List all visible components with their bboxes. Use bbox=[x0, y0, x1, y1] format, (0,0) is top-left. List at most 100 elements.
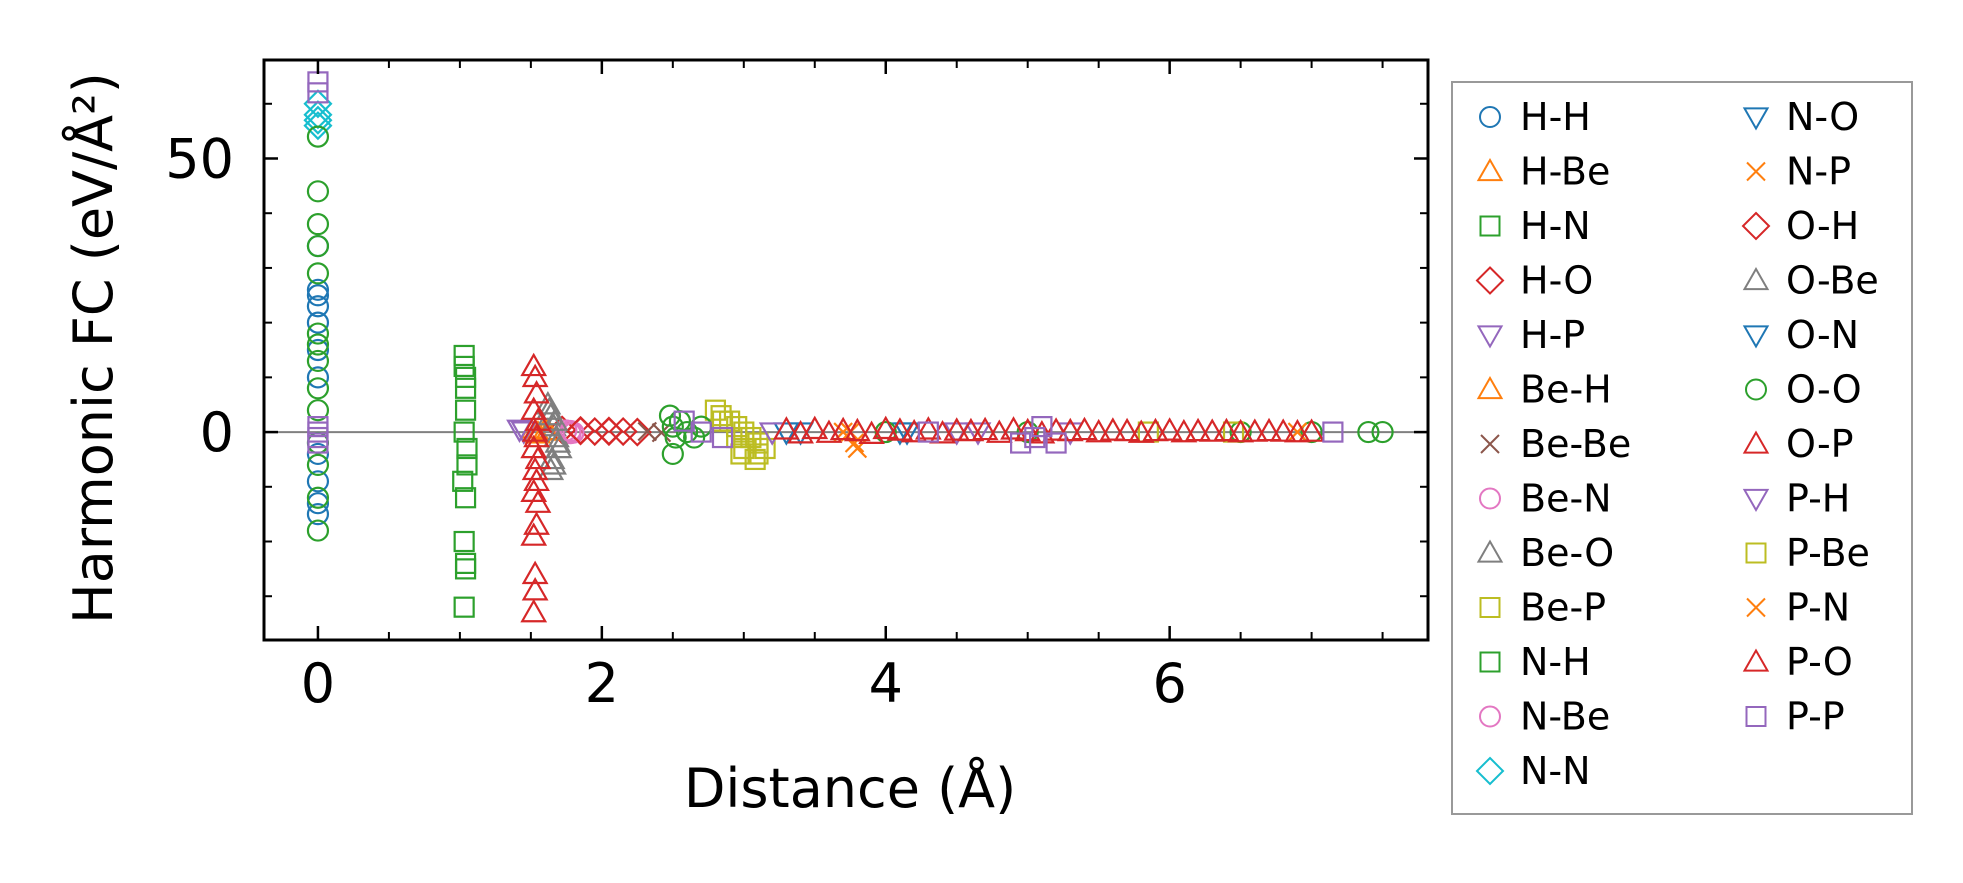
data-point bbox=[306, 377, 330, 400]
legend-item: O-N bbox=[1742, 313, 1859, 357]
data-point bbox=[306, 311, 330, 334]
series-P-O bbox=[772, 415, 1325, 444]
data-point bbox=[744, 448, 766, 471]
data-point bbox=[1009, 432, 1032, 454]
legend-item: N-Be bbox=[1479, 695, 1610, 739]
legend-marker bbox=[1476, 325, 1504, 349]
plot-area bbox=[264, 71, 1428, 623]
legend-marker bbox=[1479, 106, 1501, 128]
axes: 0 2 4 6 0 50 bbox=[165, 58, 1430, 715]
data-point bbox=[843, 417, 871, 442]
data-point bbox=[1071, 416, 1098, 441]
y-tick-label: 0 bbox=[200, 401, 234, 464]
data-point bbox=[726, 426, 748, 449]
data-point bbox=[307, 432, 329, 454]
data-point bbox=[1056, 417, 1084, 442]
x-tick-label: 4 bbox=[869, 652, 903, 715]
data-point bbox=[580, 416, 610, 447]
data-point bbox=[943, 417, 971, 441]
legend-label: P-H bbox=[1786, 477, 1850, 521]
data-point bbox=[306, 519, 330, 542]
legend-marker bbox=[1476, 539, 1504, 563]
series-P-P bbox=[307, 71, 1344, 454]
legend-marker bbox=[1745, 706, 1767, 727]
data-point bbox=[733, 421, 755, 443]
data-point bbox=[306, 349, 330, 373]
legend-item: N-P bbox=[1746, 150, 1851, 194]
data-point bbox=[964, 422, 992, 446]
legend-label: N-Be bbox=[1520, 695, 1610, 739]
data-point bbox=[520, 522, 548, 546]
legend-label: H-Be bbox=[1520, 150, 1610, 194]
legend-marker bbox=[1480, 434, 1500, 454]
legend-marker bbox=[1742, 107, 1770, 131]
series-O-H bbox=[565, 415, 624, 446]
legend-item: O-Be bbox=[1742, 259, 1879, 303]
data-point bbox=[453, 344, 475, 367]
legend-label: P-O bbox=[1786, 640, 1853, 684]
data-point bbox=[454, 487, 477, 509]
legend-item: P-H bbox=[1742, 477, 1850, 521]
series-H-N bbox=[453, 344, 478, 618]
data-point bbox=[1142, 417, 1169, 442]
legend-item: P-N bbox=[1746, 586, 1850, 630]
data-point bbox=[1085, 418, 1113, 443]
data-point bbox=[1287, 422, 1308, 442]
data-point bbox=[306, 503, 330, 526]
data-point bbox=[622, 417, 652, 447]
legend-marker bbox=[1742, 325, 1770, 349]
data-point bbox=[521, 577, 549, 601]
data-point bbox=[1322, 421, 1344, 443]
data-point bbox=[544, 429, 572, 453]
x-axis-label: Distance (Å) bbox=[684, 756, 1016, 820]
data-point bbox=[306, 338, 330, 362]
legend-marker bbox=[1479, 215, 1501, 237]
legend-item: O-O bbox=[1745, 368, 1862, 412]
data-point bbox=[307, 82, 329, 104]
legend-item: O-P bbox=[1742, 422, 1854, 466]
data-point bbox=[733, 437, 755, 460]
data-point bbox=[454, 366, 477, 388]
data-point bbox=[452, 470, 474, 492]
data-point bbox=[545, 434, 573, 459]
data-point bbox=[801, 415, 829, 440]
legend-item: H-O bbox=[1475, 259, 1593, 303]
legend-label: P-N bbox=[1786, 586, 1850, 630]
legend-item: O-H bbox=[1741, 204, 1859, 248]
data-point bbox=[1198, 418, 1226, 442]
legend-label: O-P bbox=[1786, 422, 1854, 466]
data-point bbox=[523, 467, 550, 492]
data-point bbox=[541, 407, 569, 431]
y-axis-label: Harmonic FC (eV/Å²) bbox=[61, 72, 125, 624]
data-point bbox=[1170, 418, 1198, 443]
series-O-P bbox=[520, 352, 552, 623]
legend-label: N-N bbox=[1520, 749, 1591, 793]
legend-marker bbox=[1475, 756, 1505, 786]
data-point bbox=[306, 213, 330, 236]
data-point bbox=[957, 417, 985, 442]
legend-item: P-Be bbox=[1745, 531, 1870, 575]
legend-marker bbox=[1476, 157, 1504, 182]
data-point bbox=[1099, 417, 1127, 441]
plot-frame bbox=[262, 58, 1430, 642]
series-N-Be bbox=[559, 419, 585, 444]
data-point bbox=[726, 416, 748, 438]
y-tick-label: 50 bbox=[165, 127, 234, 190]
series-Be-Be bbox=[637, 421, 672, 443]
data-point bbox=[456, 454, 478, 476]
data-point bbox=[704, 399, 727, 421]
data-point bbox=[454, 377, 477, 399]
data-point bbox=[1127, 419, 1155, 443]
data-point bbox=[306, 366, 330, 389]
data-point bbox=[520, 598, 548, 623]
data-point bbox=[747, 432, 769, 454]
legend-label: Be-O bbox=[1520, 531, 1614, 575]
data-point bbox=[1031, 416, 1053, 438]
data-point bbox=[453, 530, 475, 553]
legend-marker bbox=[1746, 597, 1766, 618]
legend-label: H-H bbox=[1520, 95, 1591, 139]
legend-marker bbox=[1742, 266, 1770, 291]
data-point bbox=[306, 262, 330, 285]
legend-label: H-O bbox=[1520, 259, 1593, 303]
legend-label: H-N bbox=[1520, 204, 1591, 248]
